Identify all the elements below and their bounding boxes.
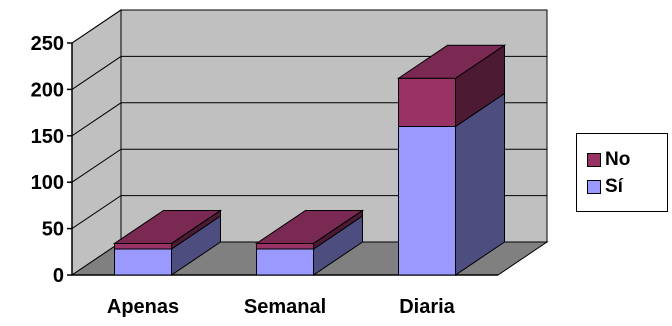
y-tick-label-200: 200 bbox=[31, 79, 64, 101]
y-tick-label-100: 100 bbox=[31, 172, 64, 194]
side-wall bbox=[71, 9, 122, 276]
gridline-200 bbox=[71, 55, 547, 90]
y-tick-label-150: 150 bbox=[31, 126, 64, 148]
bar-front bbox=[114, 248, 172, 276]
x-category-label-semanal: Semanal bbox=[244, 296, 326, 318]
bar-front bbox=[256, 242, 314, 250]
bar-semanal-si bbox=[256, 215, 363, 276]
bar-front bbox=[256, 248, 314, 276]
legend-swatch-no bbox=[587, 153, 601, 167]
x-category-label-diaria: Diaria bbox=[399, 296, 455, 318]
legend-label-si: Sí bbox=[605, 176, 623, 197]
bar-front bbox=[114, 242, 172, 250]
legend: No Sí bbox=[576, 133, 668, 212]
bar-top bbox=[112, 209, 223, 244]
bar-semanal-no bbox=[254, 209, 365, 250]
bar-front bbox=[398, 77, 456, 128]
x-category-label-apenas: Apenas bbox=[107, 296, 179, 318]
bar-top bbox=[254, 209, 365, 244]
bar-diaria-no bbox=[396, 44, 507, 128]
legend-swatch-si bbox=[587, 180, 601, 194]
y-tick-labels: 0 50 100 150 200 250 bbox=[31, 33, 64, 287]
bars bbox=[112, 44, 507, 276]
bar-diaria-si bbox=[398, 92, 505, 276]
y-tick-label-250: 250 bbox=[31, 33, 64, 55]
bar-apenas-no bbox=[112, 209, 223, 250]
bar-front bbox=[398, 126, 456, 276]
x-category-labels: Apenas Semanal Diaria bbox=[107, 296, 456, 318]
y-tick-label-50: 50 bbox=[42, 219, 64, 241]
gridline-250 bbox=[71, 9, 547, 44]
legend-item-no: No bbox=[587, 149, 631, 170]
legend-label-no: No bbox=[605, 149, 631, 170]
bar-top bbox=[396, 44, 507, 79]
y-tick-label-0: 0 bbox=[53, 265, 64, 287]
legend-item-si: Sí bbox=[587, 176, 623, 197]
